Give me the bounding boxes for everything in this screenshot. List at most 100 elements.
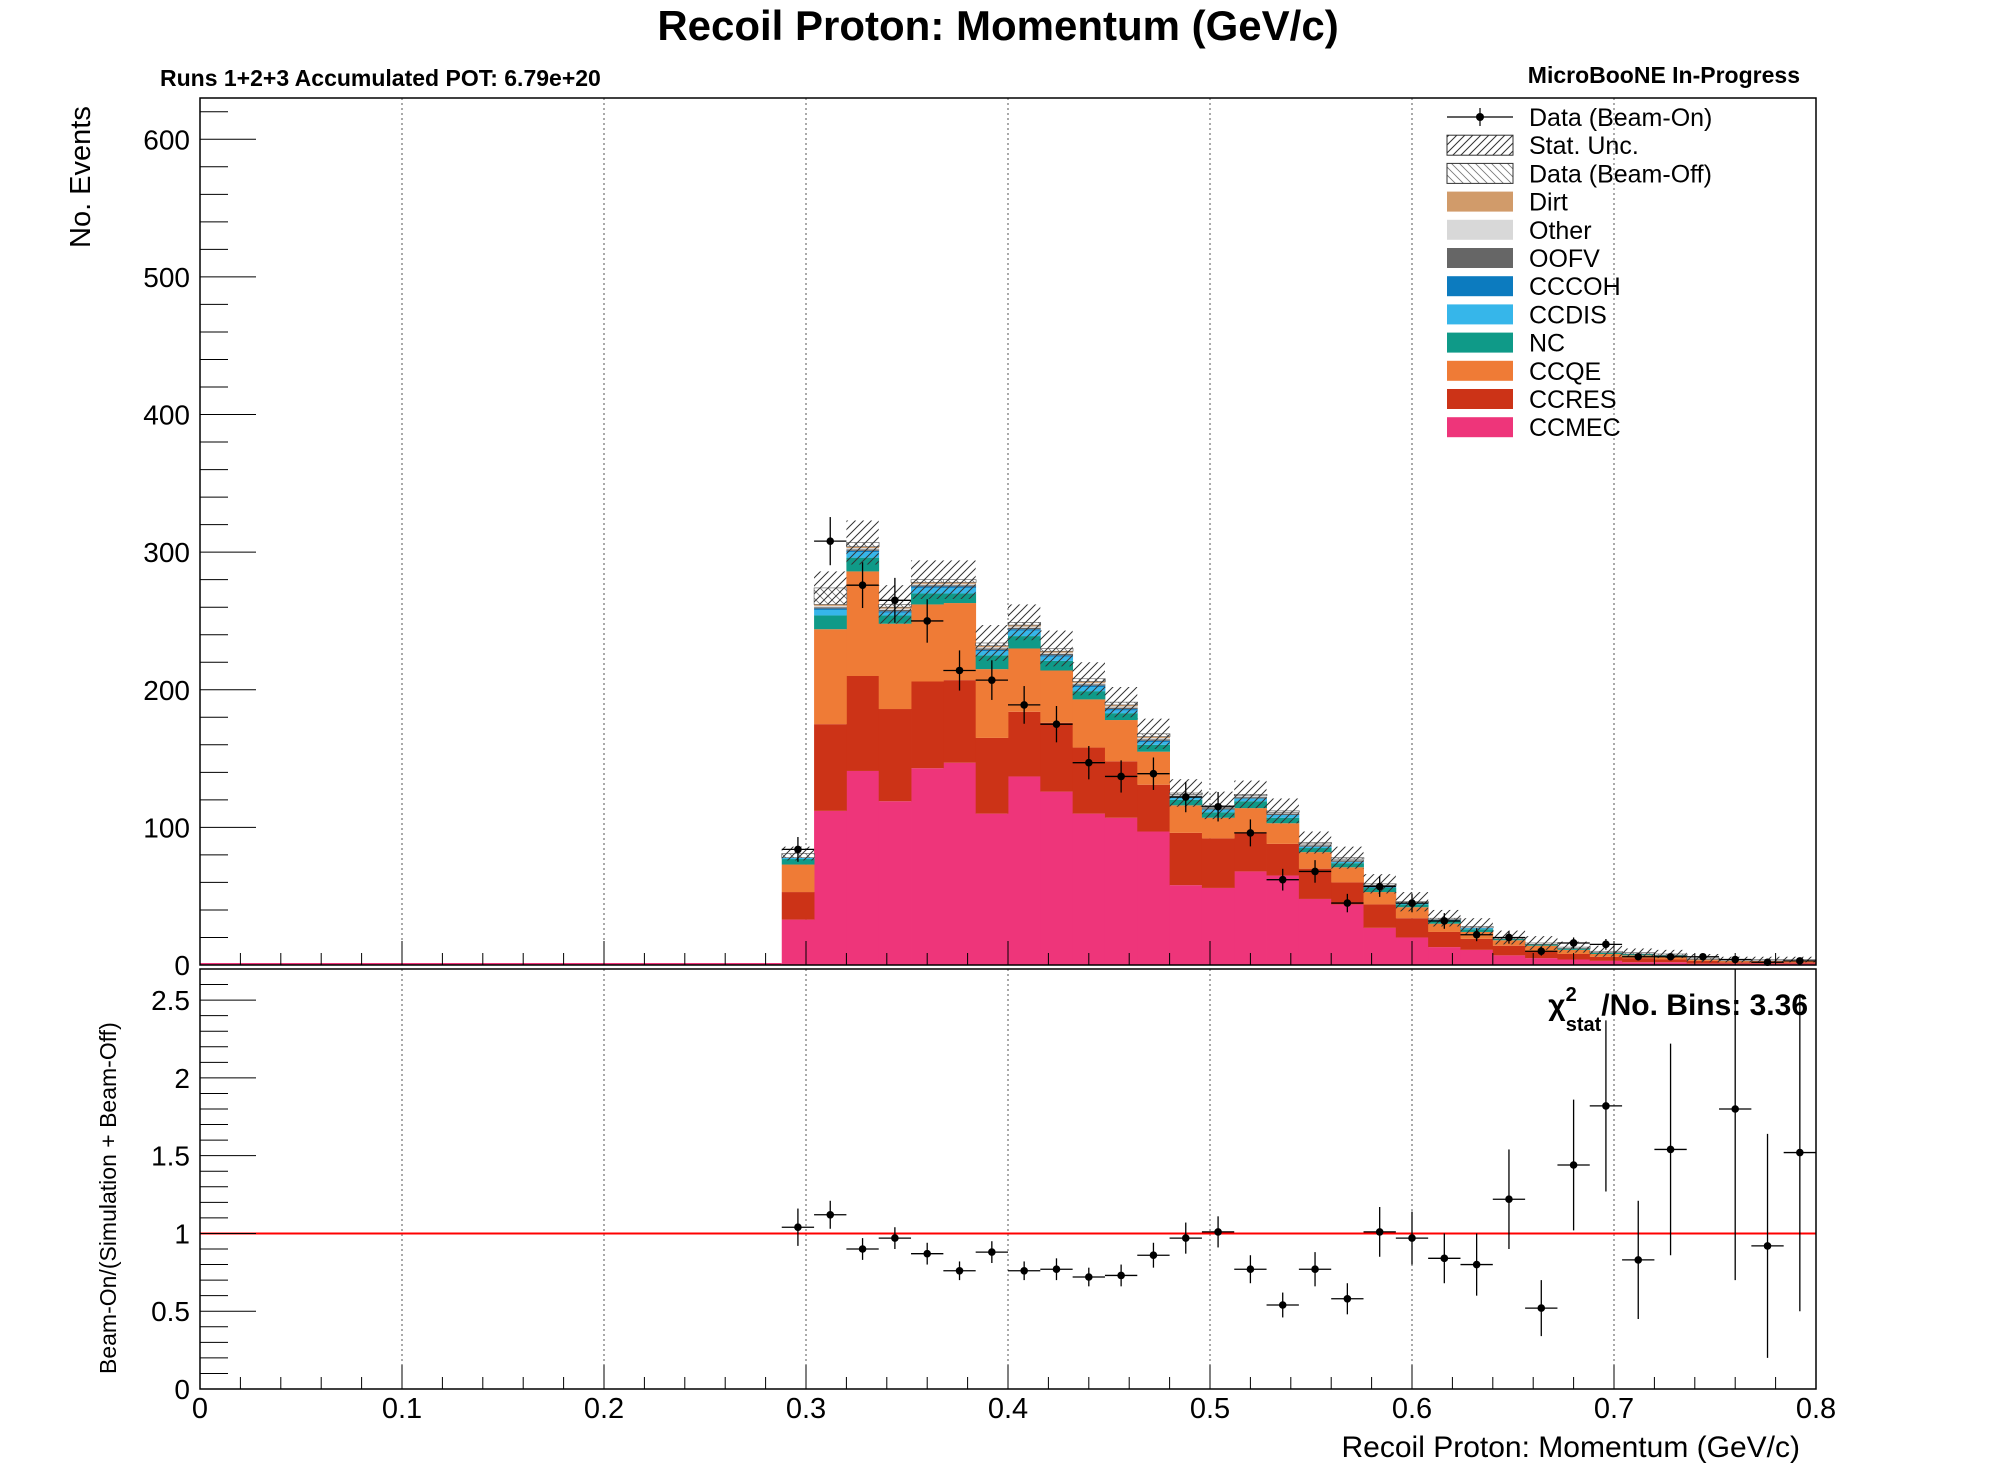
data-point [1117, 772, 1125, 781]
bar-ccres [1169, 832, 1203, 886]
bar-ccmec [814, 810, 847, 965]
bar-ccmec [1622, 962, 1655, 965]
stat-unc-band [1331, 846, 1364, 869]
bar-ccmec [1201, 887, 1235, 965]
legend-swatch [1447, 248, 1513, 268]
bar-ccqe [814, 629, 847, 725]
bar-ccqe [1363, 892, 1397, 905]
bar-ccmec [1137, 831, 1170, 965]
data-point [1602, 940, 1610, 949]
chi2-symbol: χ [1548, 989, 1566, 1022]
bar-ccmec [1298, 898, 1332, 965]
bar-ccres [814, 724, 847, 811]
legend-swatch [1447, 417, 1513, 438]
data-point [923, 617, 931, 625]
chi2-subscript: stat [1566, 1014, 1602, 1036]
top-y-tick-label: 400 [143, 400, 190, 431]
ratio-point [1440, 1254, 1449, 1263]
legend-label: CCRES [1529, 386, 1617, 414]
bar-ccmec [1072, 813, 1106, 965]
ratio-point [1343, 1294, 1352, 1303]
ratio-point [1505, 1195, 1513, 1204]
ratio-point [1666, 1145, 1675, 1154]
stat-unc-band [846, 520, 879, 565]
ratio-point [1537, 1304, 1546, 1312]
ratio-point [794, 1223, 802, 1232]
bar-ccqe [1331, 867, 1364, 883]
legend-label: CCQE [1529, 358, 1601, 386]
data-point [1666, 952, 1675, 961]
bar-ccqe [1104, 720, 1138, 762]
bar-ccres [781, 892, 815, 920]
bar-nc [1072, 691, 1106, 700]
data-point [1505, 933, 1513, 942]
bar-ccmec [1104, 817, 1138, 965]
bar-ccmec [781, 919, 815, 965]
bottom-x-grid [401, 969, 1615, 1389]
bar-ccqe [878, 623, 912, 710]
bar-ccmec [1654, 962, 1688, 965]
data-point [891, 596, 899, 605]
bottom-y-tick-label: 1.5 [151, 1141, 190, 1172]
ratio-point [1472, 1260, 1481, 1269]
ratio-point [1602, 1102, 1610, 1110]
data-point [858, 581, 867, 589]
bottom-x-axis-label: Recoil Proton: Momentum (GeV/c) [1342, 1431, 1800, 1464]
stat-unc-band [911, 560, 944, 599]
legend-label: Data (Beam-On) [1529, 104, 1712, 132]
data-point [1569, 939, 1578, 947]
bar-ccmec [1234, 871, 1267, 965]
top-y-axis-label: No. Events [65, 106, 97, 248]
ratio-point [1117, 1271, 1125, 1280]
bar-ccmec [1169, 885, 1203, 965]
top-y-tick-label: 300 [143, 537, 190, 568]
legend-swatch [1447, 276, 1513, 297]
bottom-x-tick-label: 0.8 [1796, 1393, 1836, 1425]
bar-ccres [1395, 918, 1429, 938]
ratio-point [1052, 1265, 1061, 1274]
bottom-x-tick-label: 0.5 [1190, 1393, 1230, 1425]
data-point [955, 666, 964, 675]
ratio-point [1634, 1256, 1643, 1264]
top-stack [200, 520, 1816, 965]
bar-ccmec [1363, 927, 1397, 965]
top-y-tick-label: 600 [143, 124, 190, 155]
bar-ccmec [1460, 949, 1494, 965]
bar-dirt [814, 604, 847, 606]
bar-ccqe [1072, 699, 1106, 748]
stat-unc-band [1137, 718, 1170, 749]
ratio-point [1311, 1265, 1319, 1274]
stat-unc-band [943, 560, 976, 599]
ratio-points [781, 969, 1816, 1358]
bar-ccres [1201, 838, 1235, 888]
data-point [1278, 875, 1287, 884]
data-point [1699, 952, 1707, 961]
data-point [988, 676, 996, 684]
bar-ccmec [1589, 960, 1623, 965]
bar-ccqe [1395, 907, 1429, 919]
legend-swatch [1447, 304, 1513, 325]
bar-ccqe [781, 864, 815, 893]
legend-label: Dirt [1529, 189, 1568, 217]
stat-unc-band [1040, 630, 1073, 667]
data-point [1537, 947, 1546, 956]
bar-nc [814, 615, 847, 630]
ratio-point [826, 1210, 835, 1219]
bar-ccres [1331, 882, 1364, 905]
stat-unc-band [1589, 945, 1623, 957]
experiment-label: MicroBooNE In-Progress [1528, 62, 1800, 88]
legend-swatch [1447, 332, 1513, 353]
ratio-point [1408, 1234, 1416, 1242]
ratio-point [1763, 1242, 1772, 1250]
stat-unc-band [1622, 948, 1655, 957]
ratio-point [1246, 1265, 1255, 1274]
ratio-point [1085, 1273, 1093, 1281]
bottom-x-tick-label: 0.6 [1392, 1393, 1432, 1425]
legend-label: Stat. Unc. [1529, 132, 1639, 160]
bottom-panel: 0 0.5 1 1.5 2 2.5 0 0.1 0.2 0.3 0.4 0.5 0.6 0.7 0.8 Be… [95, 968, 1836, 1464]
stat-unc-band [814, 571, 847, 605]
bar-ccmec [943, 762, 977, 965]
ratio-point [988, 1248, 996, 1256]
legend-swatch [1447, 389, 1513, 409]
